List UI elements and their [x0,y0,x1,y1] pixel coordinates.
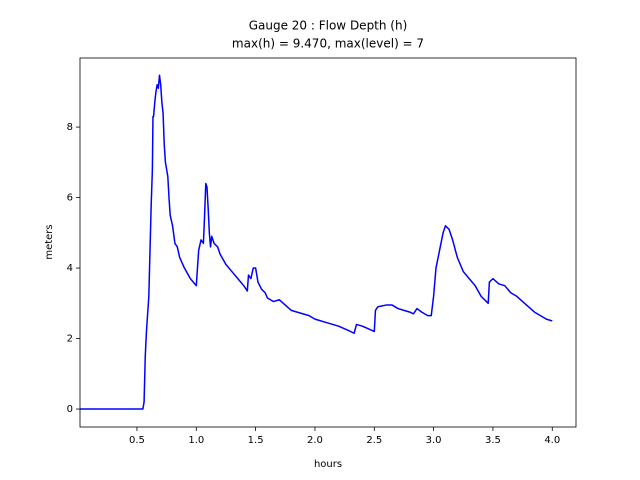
x-tick-label: 4.0 [544,435,560,446]
x-axis-label: hours [314,459,342,470]
data-line [80,74,553,410]
y-tick-label: 0 [67,404,73,415]
chart-subtitle: max(h) = 9.470, max(level) = 7 [232,37,424,51]
y-tick-label: 2 [67,334,73,345]
chart-title: Gauge 20 : Flow Depth (h) [249,19,408,33]
x-tick-label: 2.0 [307,435,323,446]
x-tick-label: 1.0 [188,435,204,446]
x-tick-label: 0.5 [129,435,145,446]
y-tick-label: 4 [67,263,73,274]
plot-frame [79,57,577,428]
x-tick-label: 2.5 [366,435,382,446]
x-tick-label: 3.5 [485,435,501,446]
x-tick-label: 3.0 [426,435,442,446]
y-tick-label: 8 [67,122,73,133]
y-axis-label: meters [44,224,55,259]
x-tick-label: 1.5 [248,435,264,446]
y-tick-label: 6 [67,193,73,204]
